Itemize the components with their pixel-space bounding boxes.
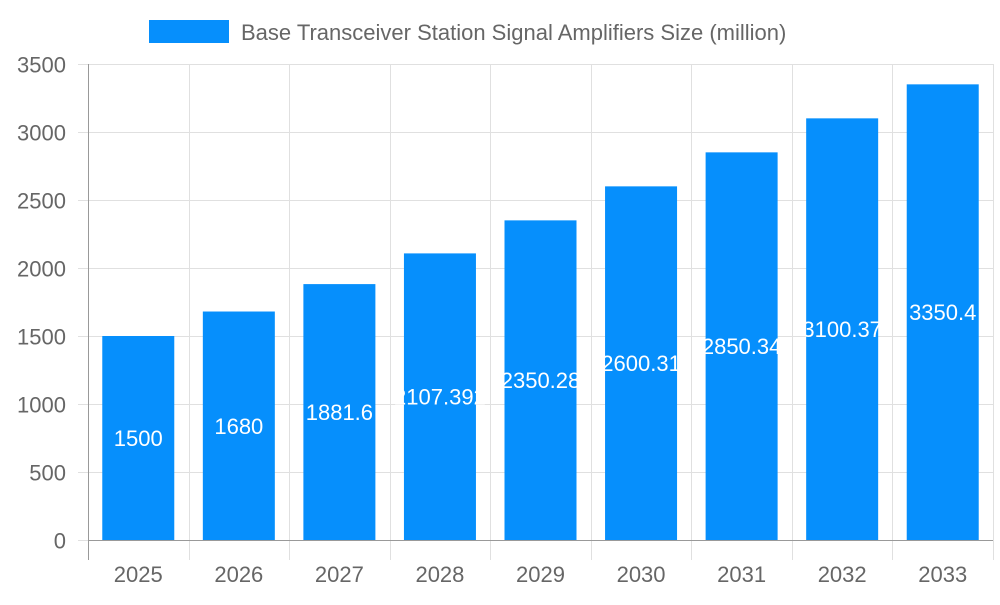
data-label-2033: 3350.4 [909, 300, 976, 325]
y-tick-label: 3500 [17, 53, 66, 78]
data-label-2031: 2850.34 [702, 334, 782, 359]
y-tick-label: 2500 [17, 189, 66, 214]
bar-2031 [705, 152, 778, 540]
y-tick-label: 0 [54, 529, 66, 554]
x-tick-label: 2031 [717, 562, 766, 587]
x-tick-label: 2025 [114, 562, 163, 587]
y-tick-label: 500 [29, 461, 66, 486]
x-tick-label: 2027 [315, 562, 364, 587]
data-label-2026: 1680 [214, 414, 263, 439]
bar-2028 [403, 253, 476, 540]
x-tick-label: 2032 [818, 562, 867, 587]
data-label-2032: 3100.37 [802, 317, 882, 342]
bar-2027 [303, 284, 376, 540]
x-tick-label: 2028 [415, 562, 464, 587]
x-tick-label: 2030 [617, 562, 666, 587]
data-label-2029: 2350.28 [501, 368, 581, 393]
data-label-2030: 2600.31 [601, 351, 681, 376]
bar-2029 [504, 220, 577, 540]
x-tick-label: 2026 [214, 562, 263, 587]
y-tick-label: 3000 [17, 121, 66, 146]
x-tick-label: 2033 [918, 562, 967, 587]
data-label-2027: 1881.6 [306, 400, 373, 425]
data-label-2025: 1500 [114, 426, 163, 451]
bar-2030 [605, 186, 678, 540]
data-label-2028: 2107.392 [394, 385, 486, 410]
y-tick-label: 2000 [17, 257, 66, 282]
bar-2025 [102, 336, 175, 540]
legend-label: Base Transceiver Station Signal Amplifie… [241, 20, 786, 45]
bar-2033 [906, 84, 979, 541]
legend[interactable]: Base Transceiver Station Signal Amplifie… [149, 20, 786, 45]
bar-2032 [806, 118, 879, 541]
y-tick-label: 1500 [17, 325, 66, 350]
y-tick-label: 1000 [17, 393, 66, 418]
bar-2026 [202, 311, 275, 540]
x-tick-label: 2029 [516, 562, 565, 587]
legend-swatch [149, 20, 229, 43]
